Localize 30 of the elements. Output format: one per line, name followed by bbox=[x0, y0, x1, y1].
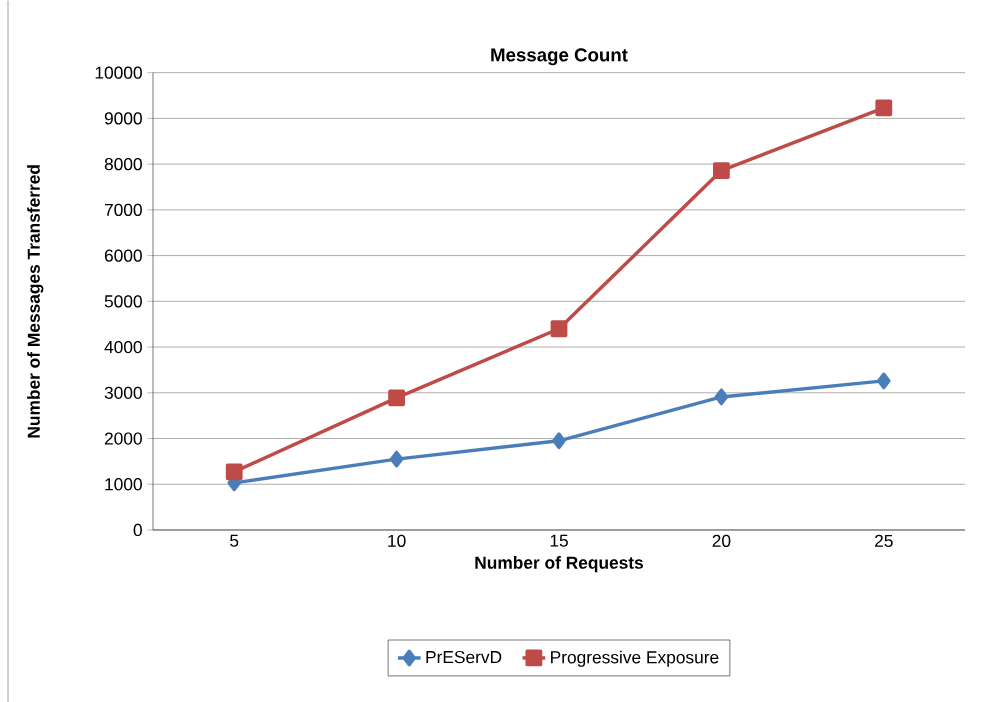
legend-label: Progressive Exposure bbox=[551, 650, 719, 667]
point bbox=[714, 388, 729, 406]
y-tick-label: 7000 bbox=[104, 203, 142, 216]
y-tick-label: 5000 bbox=[104, 295, 142, 308]
point bbox=[552, 432, 566, 450]
x-tick-label: 15 bbox=[550, 534, 568, 547]
point bbox=[877, 372, 891, 390]
y-tick-label: 3000 bbox=[104, 386, 142, 399]
point bbox=[388, 389, 406, 407]
y-tick-label: 4000 bbox=[104, 340, 142, 354]
x-tick-label: 5 bbox=[230, 534, 239, 547]
y-tick-label: 8000 bbox=[104, 157, 142, 171]
y-tick-label: 2000 bbox=[104, 432, 142, 445]
x-tick-label: 20 bbox=[712, 534, 731, 547]
point bbox=[225, 463, 243, 481]
y-tick-label: 6000 bbox=[104, 249, 142, 262]
point bbox=[713, 162, 730, 179]
y-tick-label: 10000 bbox=[95, 66, 142, 79]
y-tick-label: 0 bbox=[133, 523, 142, 537]
point bbox=[875, 99, 893, 117]
y-tick-label: 9000 bbox=[104, 112, 142, 125]
y-tick-label: 1000 bbox=[105, 478, 142, 491]
x-tick-label: 10 bbox=[388, 534, 406, 547]
point bbox=[389, 450, 404, 468]
chart-title: Message Count bbox=[491, 48, 628, 66]
x-tick-label: 25 bbox=[875, 534, 893, 547]
y-axis-title: Number of Messages Transferred bbox=[27, 165, 44, 438]
legend-label: PrEServD bbox=[426, 650, 502, 664]
point bbox=[550, 320, 568, 338]
x-axis-title: Number of Requests bbox=[475, 556, 644, 573]
